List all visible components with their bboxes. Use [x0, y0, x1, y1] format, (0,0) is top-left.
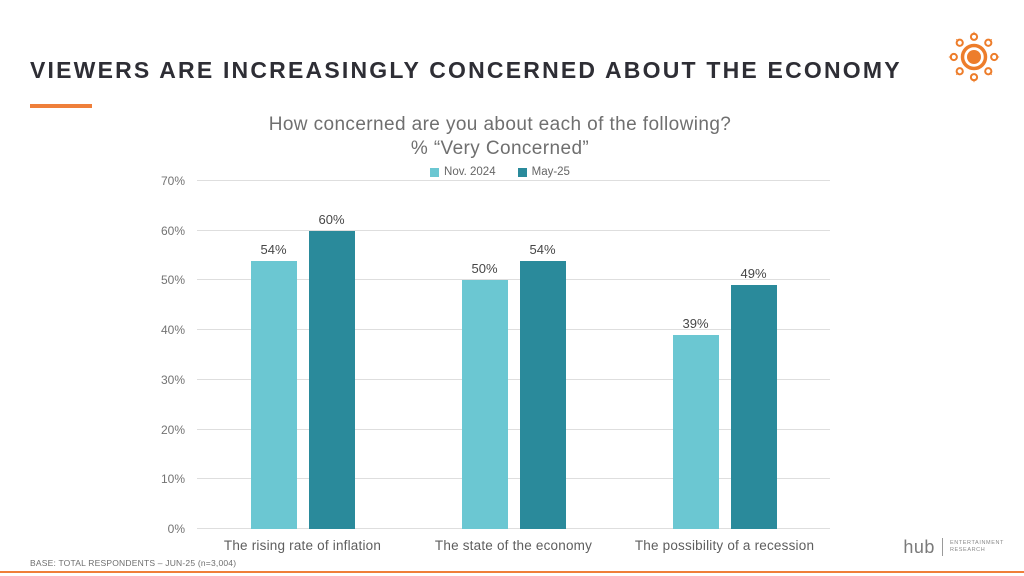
bar-group-2: 39% 49%: [619, 181, 830, 529]
sun-ray: [984, 38, 993, 47]
logo-divider: [941, 538, 943, 556]
category-label-2: The possibility of a recession: [634, 538, 815, 553]
gridline-0%: [197, 528, 830, 529]
gridline-40%: [197, 329, 830, 331]
bar-value-label: 54%: [529, 242, 556, 257]
x-axis-category-labels: The rising rate of inflation The state of…: [197, 538, 830, 553]
sun-burst-icon: [948, 31, 1000, 83]
hub-research-logo: hub ENTERTAINMENT RESEARCH: [903, 538, 1004, 556]
sun-ray: [969, 73, 979, 83]
y-tick-70%: 70%: [160, 174, 185, 188]
bar-group-0: 54% 60%: [197, 181, 408, 529]
sun-ray: [948, 52, 958, 62]
gridline-20%: [197, 428, 830, 430]
gridline-10%: [197, 478, 830, 480]
legend-item-1: May-25: [517, 166, 570, 178]
slide-title: VIEWERS ARE INCREASINGLY CONCERNED ABOUT…: [30, 57, 902, 83]
chart-title: How concerned are you about each of the …: [268, 114, 732, 135]
gridline-70%: [197, 180, 830, 181]
y-tick-50%: 50%: [160, 273, 185, 288]
sun-ray: [969, 31, 979, 41]
legend-swatch-icon: [517, 167, 527, 177]
sun-ray: [955, 38, 964, 47]
title-accent-underline: [30, 104, 92, 108]
y-axis-labels: 0% 10% 20% 30% 40% 50% 60% 70%: [0, 174, 185, 536]
legend-label: May-25: [531, 166, 570, 178]
logo-tagline: ENTERTAINMENT RESEARCH: [949, 539, 1004, 553]
bar-value-label: 60%: [318, 212, 345, 227]
bar-series1-cat2: 49%: [730, 266, 777, 529]
sun-ray: [990, 52, 1000, 62]
category-label-0: The rising rate of inflation: [223, 538, 382, 553]
plot-area: 54% 60% 50% 54% 39% 49%: [197, 180, 830, 529]
bar-value-label: 49%: [740, 266, 767, 281]
legend-label: Nov. 2024: [444, 166, 496, 178]
bar-series0-cat1: 50%: [461, 261, 508, 529]
y-tick-0%: 0%: [167, 522, 185, 536]
bottom-accent-line: [0, 571, 1024, 573]
legend-swatch-icon: [430, 167, 440, 177]
sun-ray: [955, 67, 964, 76]
bar-series1-cat1: 54%: [519, 242, 566, 529]
bar-series0-cat2: 39%: [672, 316, 719, 529]
bar-series0-cat0: 54%: [250, 242, 297, 529]
y-tick-30%: 30%: [160, 372, 185, 387]
bar-value-label: 39%: [682, 316, 709, 331]
bar-group-1: 50% 54%: [408, 181, 619, 529]
chart-legend: Nov. 2024 May-25: [140, 166, 860, 178]
category-label-1: The state of the economy: [434, 538, 593, 553]
y-tick-10%: 10%: [160, 472, 185, 487]
gridline-50%: [197, 279, 830, 281]
y-tick-20%: 20%: [160, 422, 185, 437]
gridline-60%: [197, 229, 830, 231]
sun-ray: [984, 67, 993, 76]
base-note: BASE: TOTAL RESPONDENTS – JUN-25 (n=3,00…: [30, 558, 237, 568]
y-tick-40%: 40%: [160, 323, 185, 338]
bar-value-label: 54%: [260, 242, 287, 257]
hub-logo-text: hub: [903, 537, 935, 557]
legend-item-0: Nov. 2024: [430, 166, 496, 178]
y-tick-60%: 60%: [160, 223, 185, 238]
bar-series1-cat0: 60%: [308, 212, 355, 529]
bar-groups: 54% 60% 50% 54% 39% 49%: [197, 181, 830, 529]
chart-subtitle: % “Very Concerned”: [410, 138, 590, 159]
bar-value-label: 50%: [471, 261, 498, 276]
gridline-30%: [197, 378, 830, 380]
